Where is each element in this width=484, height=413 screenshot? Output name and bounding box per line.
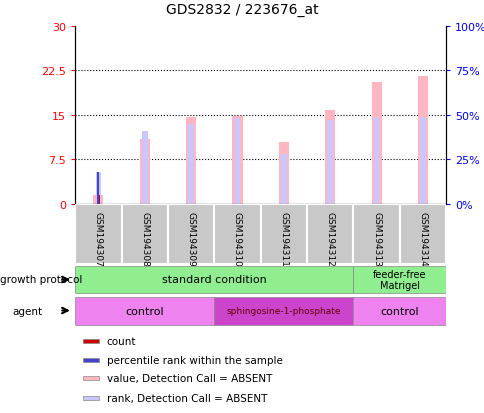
Bar: [82, 339, 99, 343]
Bar: [142, 132, 147, 204]
Text: growth protocol: growth protocol: [0, 275, 83, 285]
Bar: [353, 204, 399, 264]
Bar: [234, 119, 240, 204]
Bar: [188, 125, 194, 204]
Text: GSM194309: GSM194309: [186, 211, 195, 266]
Bar: [75, 297, 214, 325]
Text: GSM194308: GSM194308: [140, 211, 149, 266]
Text: GDS2832 / 223676_at: GDS2832 / 223676_at: [166, 2, 318, 17]
Bar: [419, 117, 425, 204]
Text: sphingosine-1-phosphate: sphingosine-1-phosphate: [226, 306, 340, 315]
Bar: [281, 155, 286, 204]
Text: GSM194313: GSM194313: [371, 211, 380, 266]
Bar: [371, 83, 381, 204]
Text: GSM194311: GSM194311: [279, 211, 288, 266]
Bar: [260, 204, 306, 264]
Bar: [214, 297, 353, 325]
Text: rank, Detection Call = ABSENT: rank, Detection Call = ABSENT: [106, 393, 267, 403]
Text: standard condition: standard condition: [162, 275, 266, 285]
Bar: [399, 204, 445, 264]
Text: GSM194312: GSM194312: [325, 211, 334, 266]
Bar: [278, 142, 288, 204]
Text: count: count: [106, 336, 136, 346]
Bar: [186, 117, 196, 204]
Text: percentile rank within the sample: percentile rank within the sample: [106, 355, 282, 365]
Bar: [417, 77, 427, 204]
Bar: [373, 117, 378, 204]
Bar: [82, 358, 99, 362]
Bar: [214, 204, 260, 264]
Text: control: control: [380, 306, 418, 316]
Bar: [95, 173, 101, 204]
Bar: [139, 139, 150, 204]
Text: agent: agent: [12, 306, 42, 316]
Bar: [353, 266, 445, 294]
Bar: [96, 196, 100, 204]
Bar: [167, 204, 214, 264]
Bar: [306, 204, 353, 264]
Bar: [82, 377, 99, 380]
Text: control: control: [125, 306, 164, 316]
Bar: [75, 204, 121, 264]
Bar: [93, 196, 103, 204]
Bar: [353, 297, 445, 325]
Text: GSM194307: GSM194307: [94, 211, 103, 266]
Bar: [121, 204, 167, 264]
Text: value, Detection Call = ABSENT: value, Detection Call = ABSENT: [106, 373, 272, 383]
Bar: [97, 173, 99, 204]
Bar: [327, 121, 333, 204]
Bar: [75, 266, 353, 294]
Text: feeder-free
Matrigel: feeder-free Matrigel: [372, 269, 426, 290]
Bar: [324, 111, 334, 204]
Text: GSM194314: GSM194314: [418, 211, 426, 266]
Text: GSM194310: GSM194310: [232, 211, 242, 266]
Bar: [232, 117, 242, 204]
Bar: [82, 396, 99, 400]
